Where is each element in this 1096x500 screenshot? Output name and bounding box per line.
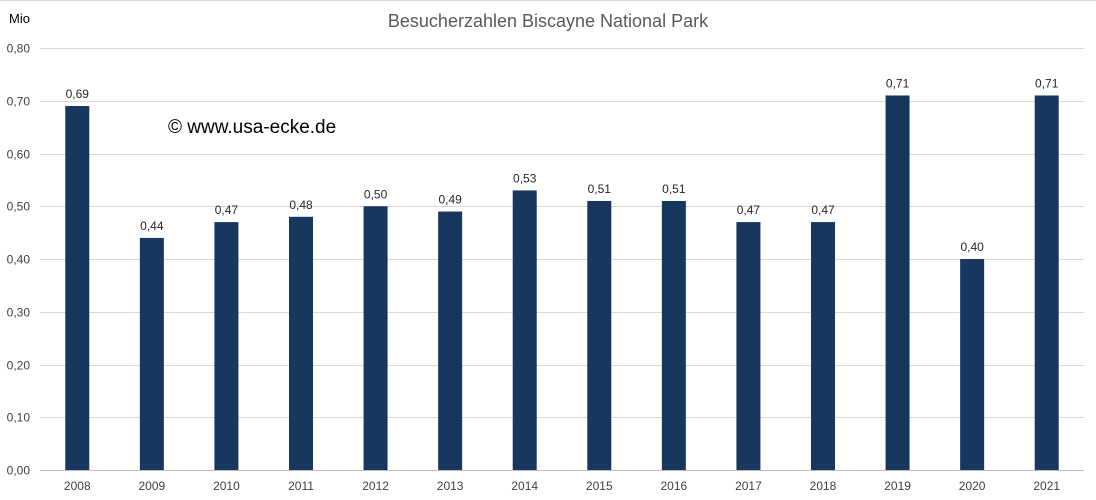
y-tick-label: 0,70 (7, 95, 31, 109)
x-tick-label: 2020 (959, 479, 986, 493)
chart-title: Besucherzahlen Biscayne National Park (388, 11, 709, 31)
x-tick-label: 2016 (661, 479, 688, 493)
bar (214, 222, 239, 470)
y-axis-unit-label: Mio (9, 11, 30, 26)
data-label: 0,47 (811, 203, 835, 217)
data-labels: 0,69 0,44 0,47 0,48 0,50 0,49 0,53 0,51 0,51 0,47… (66, 76, 1059, 254)
y-tick-label: 0,00 (7, 464, 31, 478)
watermark-text: © www.usa-ecke.de (168, 117, 336, 138)
y-tick-label: 0,10 (7, 411, 31, 425)
x-tick-label: 2012 (362, 479, 389, 493)
bar (736, 222, 761, 470)
x-tick-label: 2013 (437, 479, 464, 493)
bar (661, 200, 686, 470)
bar (289, 216, 313, 470)
y-tick-label: 0,30 (7, 306, 31, 320)
x-tick-label: 2018 (810, 479, 837, 493)
bars (65, 95, 1059, 471)
data-label: 0,69 (66, 87, 90, 101)
bar (960, 259, 985, 470)
data-label: 0,51 (588, 182, 612, 196)
y-tick-label: 0,50 (7, 200, 31, 214)
x-tick-label: 2014 (511, 479, 538, 493)
y-tick-label: 0,60 (7, 148, 31, 162)
x-tick-label: 2015 (586, 479, 613, 493)
bar (363, 206, 388, 470)
data-label: 0,48 (289, 198, 313, 212)
gridlines (40, 48, 1084, 471)
y-tick-label: 0,80 (7, 42, 31, 56)
x-tick-label: 2008 (64, 479, 91, 493)
bar (65, 106, 90, 471)
x-tick-label: 2011 (288, 479, 314, 493)
bar (1034, 95, 1059, 470)
x-tick-label: 2017 (735, 479, 762, 493)
x-axis-ticks: 2008 2009 2010 2011 2012 2013 2014 2015 2016 2017… (64, 479, 1060, 493)
x-tick-label: 2021 (1033, 479, 1060, 493)
data-label: 0,53 (513, 171, 537, 185)
bar (512, 190, 537, 471)
y-axis-ticks: 0,00 0,10 0,20 0,30 0,40 0,50 0,60 0,70 0,80 (7, 42, 31, 478)
x-tick-label: 2009 (139, 479, 166, 493)
data-label: 0,44 (140, 219, 164, 233)
data-label: 0,47 (215, 203, 239, 217)
y-tick-label: 0,20 (7, 359, 31, 373)
data-label: 0,71 (1035, 76, 1059, 90)
data-label: 0,50 (364, 187, 388, 201)
bar (438, 211, 463, 470)
data-label: 0,71 (886, 76, 910, 90)
data-label: 0,51 (662, 182, 686, 196)
data-label: 0,49 (438, 193, 462, 207)
data-label: 0,40 (960, 240, 984, 254)
bar (811, 222, 835, 470)
bar (139, 237, 164, 470)
bar (587, 200, 612, 470)
y-tick-label: 0,40 (7, 253, 31, 267)
data-label: 0,47 (737, 203, 761, 217)
x-tick-label: 2019 (884, 479, 911, 493)
bar (885, 95, 910, 470)
x-tick-label: 2010 (213, 479, 240, 493)
